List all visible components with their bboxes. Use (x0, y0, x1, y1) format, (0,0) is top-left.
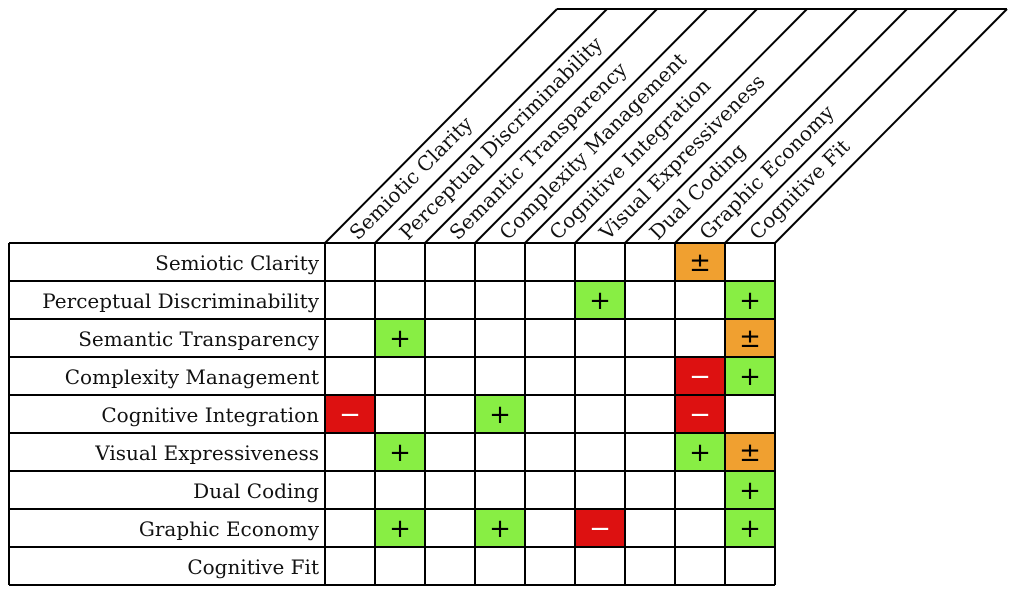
cell-positive-r5-c7 (675, 433, 725, 471)
cell-symbol-r4-c0: − (339, 400, 361, 430)
cell-positive-r7-c8 (725, 509, 775, 547)
cell-positive-r7-c3 (475, 509, 525, 547)
cell-symbol-r1-c8: + (739, 286, 761, 316)
cell-symbol-r5-c1: + (389, 438, 411, 468)
cell-symbol-r4-c7: − (689, 400, 711, 430)
cell-fills (325, 243, 775, 547)
cell-positive-r3-c8 (725, 357, 775, 395)
row-label: Semiotic Clarity (155, 251, 320, 275)
cell-symbol-r5-c8: ± (739, 438, 761, 468)
cell-symbol-r5-c7: + (689, 438, 711, 468)
row-label: Graphic Economy (139, 517, 320, 541)
grid-header-slant (574, 8, 808, 244)
matrix-grid (8, 8, 1008, 586)
cell-positive-r5-c1 (375, 433, 425, 471)
row-label: Cognitive Fit (187, 555, 319, 579)
cell-positive-r7-c1 (375, 509, 425, 547)
grid-header-slant (374, 8, 608, 244)
grid-header-slant (324, 8, 558, 244)
cell-mixed-r5-c8 (725, 433, 775, 471)
cell-symbol-r7-c1: + (389, 514, 411, 544)
cell-symbol-r6-c8: + (739, 476, 761, 506)
grid-header-slant (724, 8, 958, 244)
cell-mixed-r2-c8 (725, 319, 775, 357)
cell-symbol-r1-c5: + (589, 286, 611, 316)
grid-header-slant (524, 8, 758, 244)
cell-symbol-r2-c8: ± (739, 324, 761, 354)
row-label: Visual Expressiveness (94, 441, 319, 465)
cell-negative-r7-c5 (575, 509, 625, 547)
grid-header-slant (774, 8, 1008, 244)
cell-symbol-r7-c5: − (589, 514, 611, 544)
cell-symbol-r2-c1: + (389, 324, 411, 354)
row-label: Complexity Management (65, 365, 319, 389)
row-label: Dual Coding (193, 479, 319, 503)
cell-negative-r4-c7 (675, 395, 725, 433)
row-label: Perceptual Discriminability (42, 289, 319, 313)
cell-positive-r2-c1 (375, 319, 425, 357)
row-label: Semantic Transparency (78, 327, 319, 351)
cell-mixed-r0-c7 (675, 243, 725, 281)
cell-positive-r6-c8 (725, 471, 775, 509)
grid-header-slant (424, 8, 658, 244)
cell-symbol-r4-c3: + (489, 400, 511, 430)
cell-symbol-r7-c8: + (739, 514, 761, 544)
cell-symbol-r0-c7: ± (689, 248, 711, 278)
cell-negative-r3-c7 (675, 357, 725, 395)
cell-positive-r1-c8 (725, 281, 775, 319)
cell-positive-r1-c5 (575, 281, 625, 319)
grid-header-slant (674, 8, 908, 244)
cell-symbols: ±+ ++ ±− +− + −+ + ±++ + − + (339, 248, 761, 544)
cell-positive-r4-c3 (475, 395, 525, 433)
grid-header-slant (624, 8, 858, 244)
cell-symbol-r3-c7: − (689, 362, 711, 392)
cell-symbol-r7-c3: + (489, 514, 511, 544)
grid-header-slant (474, 8, 708, 244)
cell-negative-r4-c0 (325, 395, 375, 433)
cell-symbol-r3-c8: + (739, 362, 761, 392)
row-label: Cognitive Integration (101, 403, 319, 427)
row-labels: Semiotic Clarity Perceptual Discriminabil… (42, 251, 319, 579)
